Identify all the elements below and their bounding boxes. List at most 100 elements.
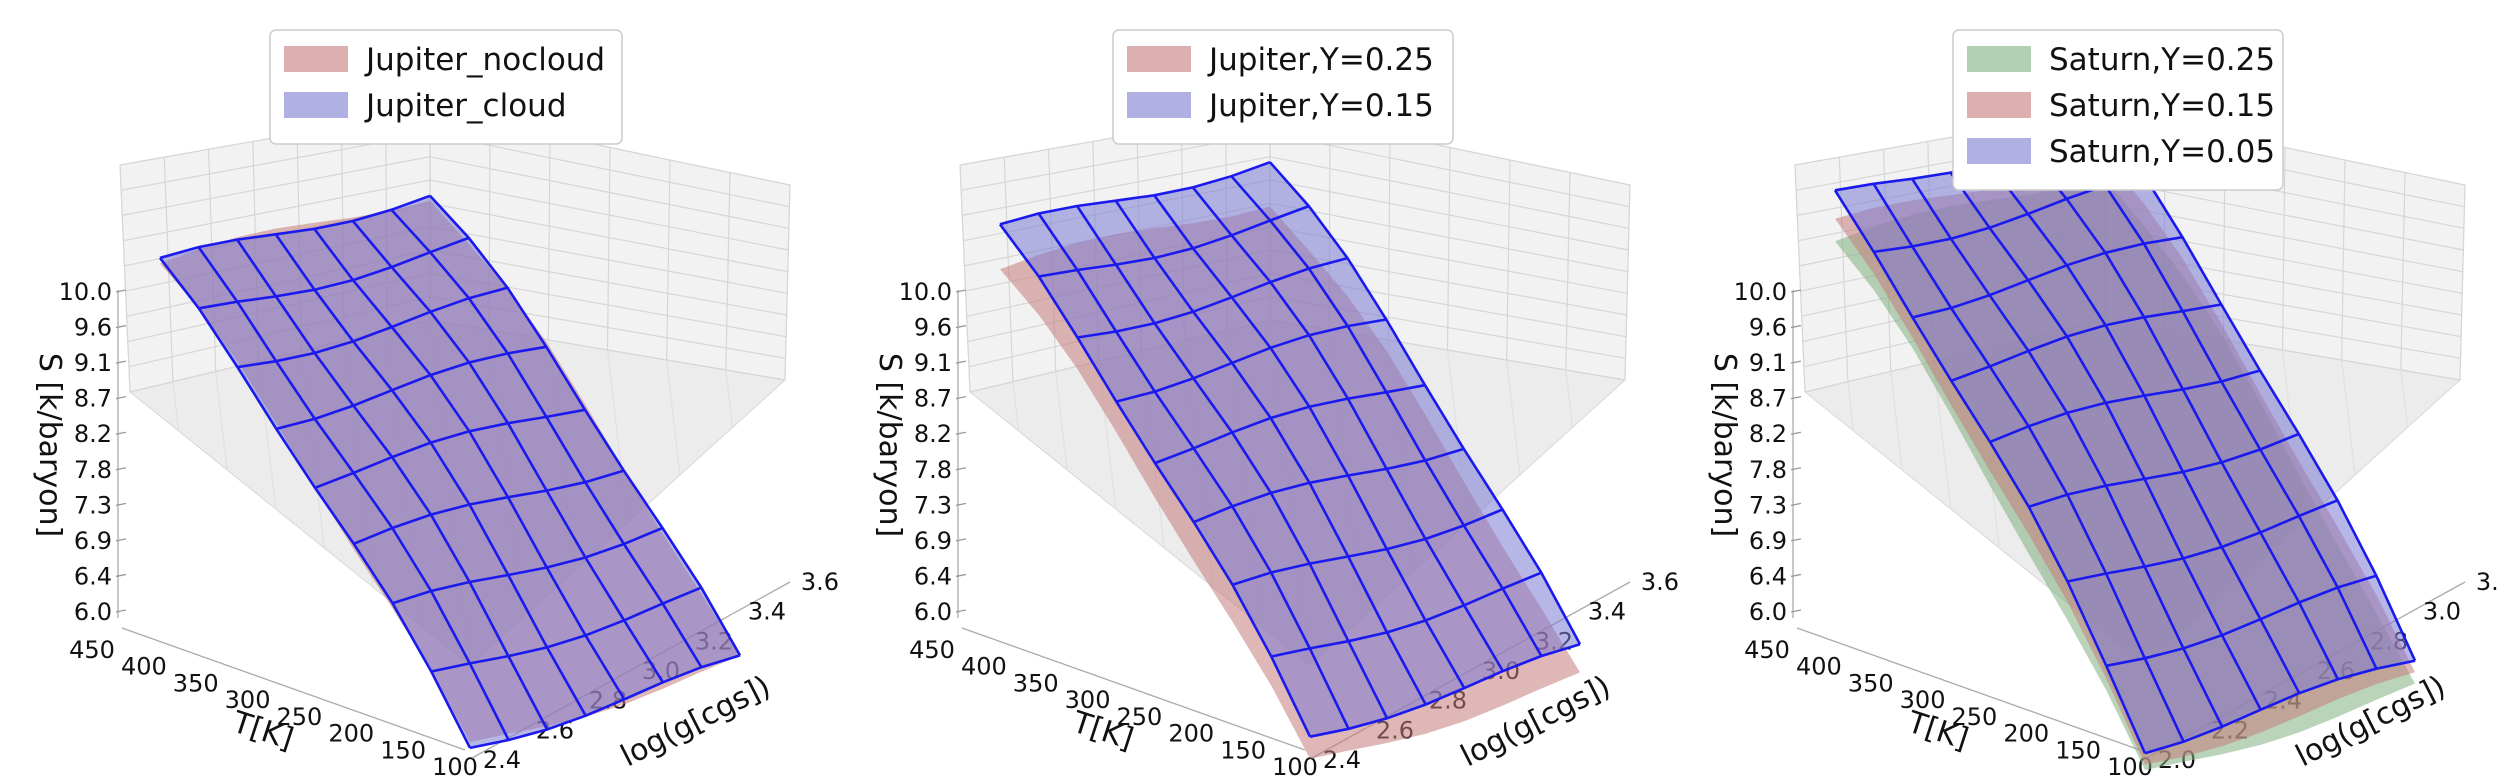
teff-axis-line <box>961 627 1306 751</box>
floor-gridline <box>1847 381 1855 432</box>
teff-tick-label: 150 <box>1220 736 1266 764</box>
legend-label: Saturn,Y=0.25 <box>2049 42 2275 78</box>
z-tick-label: 9.6 <box>74 314 112 342</box>
wire-line <box>1077 256 1348 339</box>
wire-line <box>390 208 703 668</box>
z-tick-mark <box>955 502 967 506</box>
logg-gridline <box>1624 184 1631 381</box>
z-tick-label: 9.6 <box>1749 314 1787 342</box>
wire-line <box>198 236 470 310</box>
logg-gridline <box>1446 147 1451 351</box>
legend-swatch <box>1967 46 2031 72</box>
wire-line <box>1949 171 2262 711</box>
floor-gridline <box>1565 369 1574 428</box>
logg-gridline <box>2281 147 2286 351</box>
surface-wireframe <box>1833 121 2417 755</box>
teff-tick-label: 200 <box>328 720 374 748</box>
legend-label: Saturn,Y=0.15 <box>2049 88 2275 124</box>
wire-line <box>314 408 586 490</box>
z-tick-mark <box>1790 502 1802 506</box>
wire-line <box>1230 175 1543 657</box>
legend-label: Jupiter,Y=0.25 <box>1207 42 1434 78</box>
z-tick-label: 9.1 <box>74 349 112 377</box>
z-tick-label: 10.0 <box>899 278 952 306</box>
z-axis-label: S [k/baryon] <box>32 353 67 537</box>
logg-tick-label: 3.0 <box>2423 598 2461 626</box>
wire-line <box>1872 183 2185 743</box>
teff-tick-label: 350 <box>173 669 219 697</box>
wire-line <box>1989 369 2261 444</box>
legend-swatch <box>1127 46 1191 72</box>
wire-line <box>999 160 1271 226</box>
z-axis-label: S [k/baryon] <box>1707 353 1742 537</box>
z-tick-mark <box>115 502 127 506</box>
logg-tick-label: 3.6 <box>1641 568 1679 596</box>
wire-line <box>351 220 665 683</box>
teff-tick-label: 100 <box>432 753 478 781</box>
wire-line <box>1154 383 1426 465</box>
floor-gridline <box>1506 359 1521 476</box>
z-tick-mark <box>955 609 967 613</box>
teff-tick-label: 200 <box>2003 720 2049 748</box>
wire-line <box>1114 199 1427 706</box>
legend-swatch <box>1967 138 2031 164</box>
z-tick-mark <box>955 289 967 293</box>
teff-tick-label: 300 <box>1065 686 1111 714</box>
floor-gridline <box>1890 371 1903 471</box>
wire-line <box>2065 135 2378 670</box>
z-tick-label: 6.9 <box>1749 527 1787 555</box>
z-tick-mark <box>115 360 127 364</box>
wire-line <box>313 228 626 700</box>
z-tick-mark <box>1790 573 1802 578</box>
z-tick-mark <box>1790 538 1802 542</box>
floor-gridline <box>725 369 734 428</box>
z-tick-mark <box>115 467 127 471</box>
wire-line <box>392 526 663 605</box>
logg-tick-label: 3.2 <box>2476 568 2498 596</box>
wire-line <box>2028 432 2300 509</box>
logg-gridline <box>606 147 611 351</box>
wire-line <box>1988 162 2301 694</box>
z-tick-label: 7.3 <box>74 491 112 519</box>
teff-tick-label: 150 <box>2055 736 2101 764</box>
teff-tick-label: 400 <box>1796 653 1842 681</box>
z-tick-label: 10.0 <box>59 278 112 306</box>
teff-tick-label: 250 <box>277 703 323 731</box>
legend-box <box>269 29 623 145</box>
wire-line <box>197 246 510 741</box>
wire-line <box>1038 204 1310 278</box>
z-tick-mark <box>955 396 967 400</box>
teff-tick-label: 200 <box>1168 720 1214 748</box>
z-tick-label: 8.7 <box>74 385 112 413</box>
wire-line <box>159 194 431 260</box>
wire-line <box>274 233 587 717</box>
floor-gridline <box>1012 381 1020 432</box>
z-tick-label: 6.0 <box>74 598 112 626</box>
z-tick-mark <box>955 431 967 435</box>
teff-gridline <box>959 164 971 393</box>
wire-line <box>237 286 508 369</box>
teff-gridline <box>119 164 131 393</box>
teff-tick-label: 150 <box>380 736 426 764</box>
floor-gridline <box>2400 369 2409 428</box>
teff-tick-label: 450 <box>69 636 115 664</box>
surface-wireframe <box>998 160 1582 738</box>
floor-gridline <box>2341 359 2356 476</box>
wire-line <box>429 194 742 657</box>
z-tick-mark <box>1790 431 1802 435</box>
teff-tick-label: 450 <box>1744 636 1790 664</box>
teff-tick-label: 350 <box>1848 669 1894 697</box>
logg-tick-label: 3.4 <box>748 598 786 626</box>
wire-line <box>1911 178 2224 728</box>
wire-line <box>1269 161 1582 645</box>
logg-gridline <box>2341 159 2346 361</box>
wire-line <box>2144 659 2416 755</box>
z-tick-mark <box>955 538 967 542</box>
wire-line <box>275 345 547 431</box>
z-tick-mark <box>955 324 967 329</box>
z-tick-label: 8.7 <box>1749 385 1787 413</box>
logg-gridline <box>547 134 551 341</box>
z-tick-label: 7.8 <box>1749 456 1787 484</box>
z-tick-label: 9.1 <box>1749 349 1787 377</box>
wire-line <box>469 654 741 750</box>
